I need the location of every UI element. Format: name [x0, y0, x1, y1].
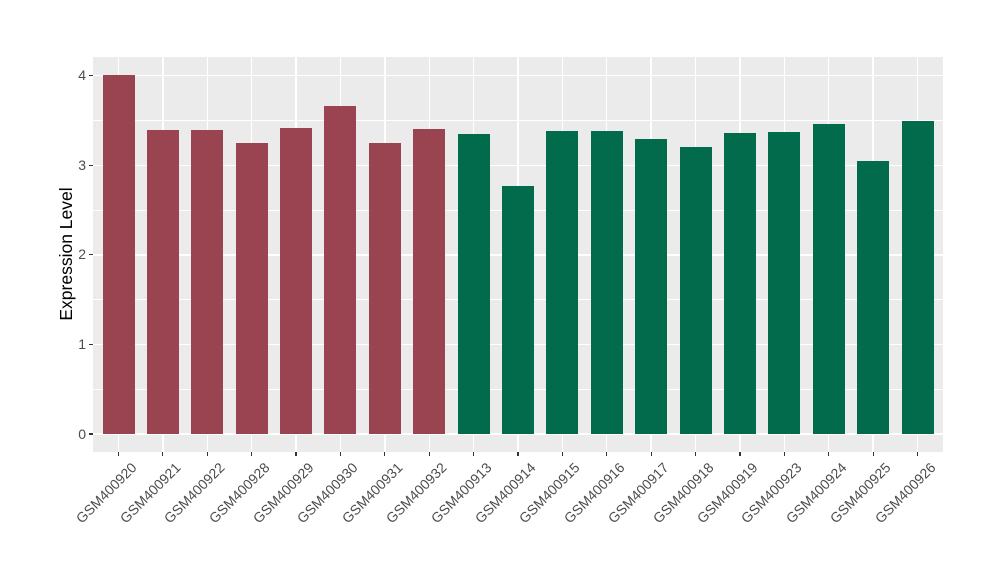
y-axis-title: Expression Level — [55, 187, 76, 321]
x-tick — [428, 452, 430, 456]
y-tick — [89, 254, 93, 256]
x-tick — [162, 452, 164, 456]
x-tick — [694, 452, 697, 456]
y-tick — [89, 433, 93, 435]
bar — [413, 128, 446, 434]
bar — [590, 131, 623, 434]
x-tick — [561, 452, 563, 456]
bar — [768, 132, 801, 434]
x-tick — [606, 452, 608, 456]
bar — [324, 106, 357, 434]
bar — [502, 185, 534, 434]
bar — [723, 133, 756, 434]
y-tick-label: 1 — [78, 335, 86, 352]
bar — [857, 160, 890, 434]
x-tick — [828, 452, 830, 456]
y-tick-label: 0 — [78, 425, 86, 442]
x-tick — [783, 452, 785, 456]
bar — [146, 129, 179, 434]
y-tick — [89, 75, 93, 77]
y-tick-label: 2 — [78, 246, 86, 263]
x-tick — [916, 452, 919, 456]
y-tick — [89, 164, 93, 166]
bar — [635, 139, 668, 434]
x-tick — [117, 452, 120, 456]
x-tick — [650, 452, 652, 456]
x-tick — [339, 452, 342, 456]
x-tick — [517, 452, 519, 456]
x-tick — [872, 452, 874, 456]
x-tick — [739, 452, 741, 456]
y-tick — [89, 343, 93, 346]
bar — [901, 121, 934, 434]
bar — [235, 142, 268, 434]
y-tick-label: 3 — [78, 156, 86, 173]
x-tick — [251, 452, 253, 456]
bar — [679, 146, 712, 434]
bar — [280, 127, 313, 434]
bar — [812, 124, 845, 434]
bar — [102, 74, 135, 434]
bar — [546, 131, 579, 434]
x-tick — [295, 452, 297, 456]
bar — [457, 134, 490, 434]
bar — [191, 130, 224, 434]
x-tick — [384, 452, 386, 456]
x-tick — [206, 452, 208, 456]
x-tick — [473, 452, 475, 456]
plot-panel — [93, 57, 943, 452]
y-tick-label: 4 — [78, 67, 86, 84]
bar — [368, 142, 401, 434]
